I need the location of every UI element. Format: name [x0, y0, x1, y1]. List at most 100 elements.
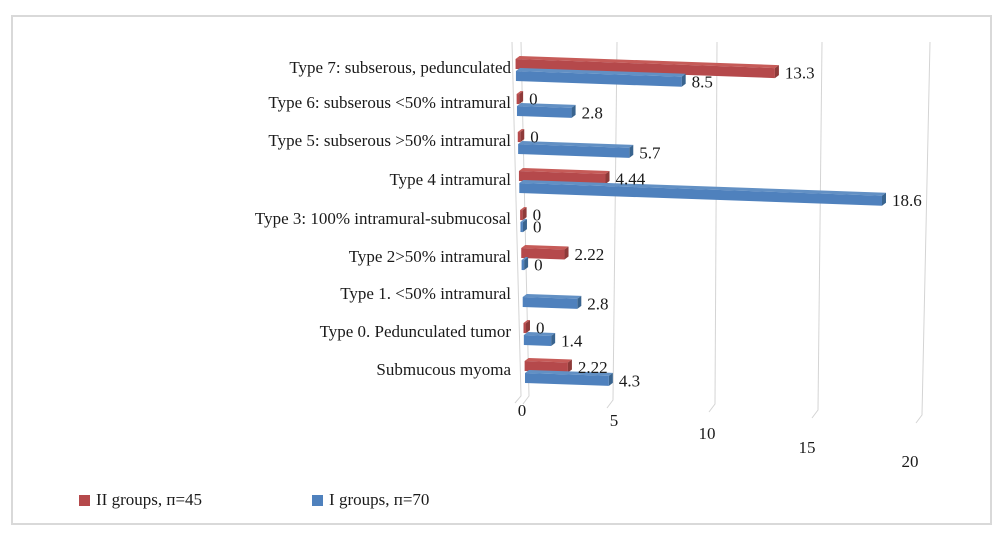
legend-item-ii-groups: II groups, п=45 — [79, 490, 202, 510]
x-tick-label: 20 — [901, 452, 919, 471]
bar-end-face — [519, 91, 524, 105]
bar-top-face — [518, 141, 634, 148]
data-label: 0 — [533, 206, 542, 225]
bar-end-face — [525, 320, 530, 334]
bar-end-face — [629, 144, 634, 158]
bar-top-face — [524, 358, 572, 363]
bar-front-face — [516, 94, 520, 105]
x-tick-label: 15 — [798, 438, 816, 457]
legend-item-i-groups: I groups, п=70 — [312, 490, 429, 510]
bar-top-face — [517, 129, 525, 133]
bar-front-face — [520, 222, 523, 233]
bar-front-face — [523, 323, 526, 334]
bar-top-face — [523, 332, 556, 336]
bar-end-face — [564, 246, 569, 260]
bar-front-face — [520, 210, 523, 221]
x-tick-label: 0 — [517, 401, 527, 420]
bar-series2-row7 — [523, 332, 556, 346]
bar-series2-row4 — [520, 219, 527, 233]
bar-series2-row3 — [519, 180, 886, 206]
data-label: 0 — [534, 256, 543, 275]
bar-end-face — [522, 207, 527, 221]
bar-front-face — [524, 361, 568, 373]
bar-end-face — [522, 219, 527, 233]
data-label: 1.4 — [561, 331, 583, 350]
data-label: 0 — [533, 218, 542, 237]
gridline — [811, 41, 823, 419]
category-label: Type 0. Pedunculated tumor — [319, 322, 511, 341]
bar-top-face — [520, 207, 527, 211]
x-tick-label: 5 — [609, 411, 619, 430]
bar-front-face — [523, 335, 552, 346]
bar-front-face — [521, 260, 525, 271]
gridlines — [511, 41, 931, 424]
bar-end-face — [605, 171, 610, 185]
gridline — [520, 41, 530, 405]
bar-series2-row0 — [515, 68, 686, 87]
bar-series2-row5 — [521, 257, 529, 271]
bar-front-face — [515, 59, 775, 79]
legend-swatch-i-groups — [312, 494, 324, 506]
bar-top-face — [520, 219, 527, 223]
gridline — [915, 41, 931, 424]
bar-top-face — [518, 168, 610, 175]
bar-front-face — [515, 71, 682, 87]
gridline — [708, 41, 718, 413]
chart-frame — [11, 15, 992, 525]
bar-front-face — [516, 106, 572, 118]
bar-series1-row2 — [517, 129, 525, 143]
bar-end-face — [608, 372, 613, 386]
bar-series2-row8 — [524, 370, 613, 386]
bar-front-face — [519, 183, 882, 206]
bar-front-face — [518, 144, 630, 158]
data-labels: 13.38.502.805.74.4418.6002.2202.801.42.2… — [529, 64, 922, 391]
bar-end-face — [551, 332, 556, 346]
data-label: 4.44 — [616, 170, 646, 189]
bar-series1-row1 — [516, 91, 524, 105]
data-label: 8.5 — [692, 72, 713, 91]
bar-top-face — [516, 103, 576, 108]
category-label: Type 1. <50% intramural — [340, 284, 511, 303]
bar-front-face — [517, 132, 521, 143]
bar-series1-row5 — [521, 245, 569, 260]
legend: II groups, п=45 I groups, п=70 — [79, 490, 429, 510]
data-label: 0 — [536, 319, 545, 338]
data-label: 0 — [529, 90, 538, 109]
bar-series1-row4 — [520, 207, 527, 221]
category-label: Type 2>50% intramural — [348, 247, 511, 266]
bar-top-face — [521, 257, 529, 261]
bars — [515, 56, 886, 386]
data-label: 2.8 — [582, 103, 603, 122]
legend-label-ii-groups: II groups, п=45 — [96, 490, 203, 509]
bar-end-face — [524, 257, 529, 271]
legend-label-i-groups: I groups, п=70 — [329, 490, 430, 509]
bar-top-face — [524, 370, 613, 376]
bar-series2-row6 — [522, 294, 582, 309]
category-label: Submucous myoma — [376, 360, 511, 379]
bar-series1-row8 — [524, 358, 572, 373]
gridline — [606, 41, 618, 409]
data-label: 4.3 — [619, 371, 640, 390]
data-label: 5.7 — [639, 143, 661, 162]
bar-end-face — [571, 104, 576, 118]
bar-end-face — [520, 129, 525, 143]
bar-series1-row0 — [515, 56, 779, 79]
bar-series2-row2 — [518, 141, 634, 158]
bar-series2-row1 — [516, 103, 576, 118]
category-label: Type 6: subserous <50% intramural — [268, 93, 511, 112]
bar-top-face — [521, 245, 569, 250]
data-label: 2.22 — [575, 245, 605, 264]
bar-end-face — [681, 73, 686, 87]
bar-front-face — [524, 373, 609, 386]
bar-top-face — [519, 180, 886, 196]
data-label: 2.8 — [587, 294, 608, 313]
bar-end-face — [577, 295, 582, 309]
gridline — [511, 41, 522, 404]
bar-top-face — [522, 294, 582, 299]
category-label: Type 7: subserous, pedunculated — [289, 58, 511, 77]
legend-swatch-ii-groups — [79, 494, 90, 506]
bar-end-face — [881, 192, 886, 206]
bar-top-face — [516, 91, 524, 95]
bar-front-face — [522, 297, 578, 309]
bar-top-face — [523, 320, 530, 324]
